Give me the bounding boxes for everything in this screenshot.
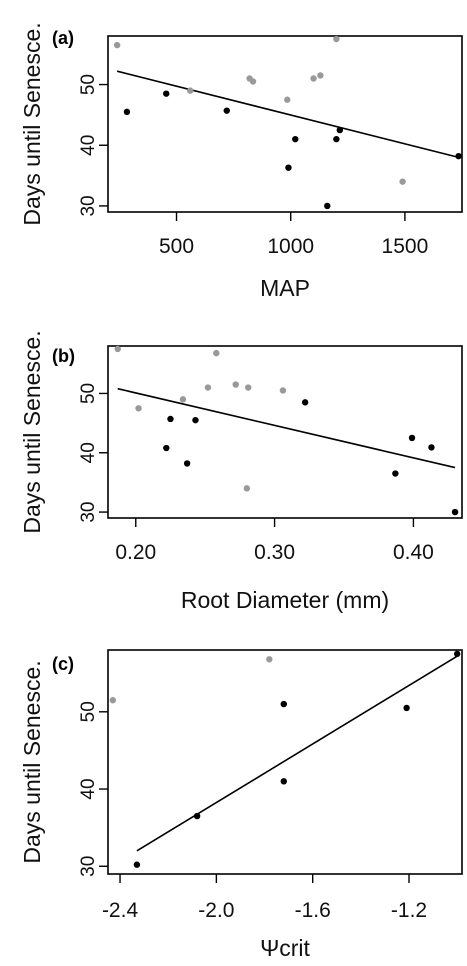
data-point-black	[193, 812, 201, 820]
x-tick-label: -2.4	[102, 899, 139, 922]
x-tick-label: 0.20	[115, 541, 156, 564]
plot-frame	[107, 345, 463, 519]
data-point-gray	[399, 178, 406, 185]
data-point-black	[336, 126, 344, 134]
y-tick-label: 50	[78, 383, 99, 404]
data-point-gray	[232, 381, 239, 388]
data-point-black	[324, 202, 331, 210]
x-tick-label: 0.40	[393, 541, 434, 564]
y-axis-title: Days until Senesce.	[19, 22, 45, 225]
data-point-black	[123, 108, 131, 116]
data-point-black	[133, 861, 141, 868]
data-point-gray	[187, 87, 194, 94]
panel-1: 500 1000 1500 30 40 50 MAP Days until Senesce. (…	[19, 22, 463, 301]
x-axis-title: MAP	[260, 275, 310, 301]
plot-frame	[107, 35, 463, 213]
data-point-gray	[179, 396, 187, 403]
data-point-gray	[204, 384, 212, 391]
data-point-black	[192, 416, 199, 424]
data-point-black	[392, 470, 399, 477]
data-point-gray	[213, 349, 220, 357]
data-point-black	[301, 399, 309, 406]
data-point-gray	[245, 384, 252, 391]
regression-line	[116, 70, 459, 159]
panel-label: (a)	[52, 28, 74, 48]
data-point-black	[333, 135, 340, 143]
data-point-black	[451, 508, 459, 516]
panel-label: (b)	[52, 346, 75, 366]
data-point-gray	[284, 96, 291, 103]
data-point-gray	[279, 387, 287, 394]
data-point-black	[163, 444, 170, 452]
data-point-gray	[333, 35, 340, 43]
data-point-black	[403, 704, 410, 712]
data-point-black	[408, 434, 416, 442]
data-point-black	[167, 415, 174, 423]
data-point-gray	[249, 78, 257, 85]
data-point-black	[428, 444, 435, 451]
data-point-gray	[243, 485, 251, 492]
data-point-gray	[114, 345, 121, 353]
x-axis-title: Root Diameter (mm)	[181, 587, 389, 613]
x-tick-label: -1.2	[391, 899, 427, 922]
x-tick-label: 0.30	[254, 541, 295, 564]
data-point-gray	[135, 405, 142, 412]
y-tick-label: 30	[78, 501, 99, 522]
x-axis-title: Ψcrit	[260, 935, 310, 961]
data-point-black	[183, 460, 191, 467]
x-tick-label: 1500	[382, 235, 429, 258]
regression-line	[136, 655, 458, 852]
panel-label: (c)	[52, 654, 74, 674]
y-tick-label: 40	[78, 135, 99, 156]
plot-frame	[107, 649, 463, 875]
data-point-gray	[109, 697, 117, 704]
panel-2: 0.20 0.30 0.40 30 40 50 Root Diameter (mm) Days…	[19, 330, 463, 613]
y-axis-title: Days until Senesce.	[19, 660, 45, 863]
y-tick-label: 30	[78, 195, 99, 216]
regression-line	[117, 387, 456, 469]
data-point-gray	[317, 72, 324, 79]
y-tick-label: 40	[78, 778, 99, 799]
data-point-gray	[113, 41, 121, 49]
data-point-black	[292, 135, 299, 143]
y-tick-label: 50	[78, 74, 99, 95]
data-point-gray	[266, 656, 273, 663]
y-tick-label: 50	[78, 701, 99, 722]
y-axis-title: Days until Senesce.	[19, 330, 45, 533]
panel-3: -2.4 -2.0 -1.6 -1.2 30 40 50 Ψcrit Days until Se…	[19, 649, 463, 961]
x-tick-label: -1.6	[295, 899, 331, 922]
data-point-black	[453, 650, 461, 658]
y-tick-label: 40	[78, 442, 99, 463]
x-tick-label: 1000	[267, 235, 314, 258]
x-tick-label: 500	[159, 235, 194, 258]
data-point-black	[280, 778, 287, 785]
data-point-gray	[310, 75, 317, 82]
y-tick-label: 30	[78, 856, 99, 877]
data-point-black	[285, 164, 292, 171]
data-point-black	[280, 700, 287, 708]
data-point-black	[163, 90, 170, 97]
data-point-black	[455, 152, 462, 160]
x-tick-label: -2.0	[198, 899, 234, 922]
data-point-black	[223, 107, 230, 114]
